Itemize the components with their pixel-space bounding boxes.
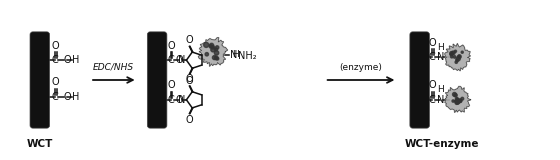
- Circle shape: [209, 43, 214, 48]
- Circle shape: [456, 59, 459, 62]
- Text: O: O: [185, 35, 193, 45]
- Circle shape: [454, 94, 457, 97]
- Circle shape: [450, 52, 454, 55]
- Text: O: O: [185, 115, 193, 125]
- Text: O: O: [63, 92, 71, 102]
- Circle shape: [454, 100, 457, 102]
- FancyBboxPatch shape: [410, 32, 430, 128]
- Circle shape: [204, 42, 209, 48]
- Circle shape: [461, 51, 463, 53]
- Circle shape: [454, 50, 456, 52]
- Circle shape: [205, 52, 208, 56]
- FancyBboxPatch shape: [30, 32, 50, 128]
- Text: NH₂: NH₂: [238, 51, 256, 61]
- Text: WCT: WCT: [27, 140, 53, 149]
- Circle shape: [458, 55, 461, 58]
- Text: O: O: [429, 38, 437, 48]
- Polygon shape: [198, 38, 228, 66]
- Text: C: C: [52, 55, 59, 65]
- Text: C: C: [167, 55, 174, 65]
- Text: O: O: [52, 77, 59, 87]
- Circle shape: [214, 51, 219, 55]
- Text: WCT-enzyme: WCT-enzyme: [405, 140, 479, 149]
- Text: O: O: [185, 74, 193, 84]
- Text: C: C: [52, 92, 59, 102]
- Text: H: H: [72, 92, 80, 102]
- Text: N: N: [179, 95, 186, 105]
- Circle shape: [211, 47, 215, 52]
- Text: N: N: [437, 95, 444, 105]
- Circle shape: [452, 92, 456, 96]
- Text: EDC/NHS: EDC/NHS: [93, 63, 134, 72]
- Circle shape: [455, 99, 460, 104]
- Text: O: O: [167, 40, 175, 51]
- Circle shape: [456, 98, 459, 100]
- Polygon shape: [445, 86, 471, 113]
- Circle shape: [216, 57, 219, 60]
- Circle shape: [451, 51, 455, 55]
- Text: C: C: [167, 95, 174, 105]
- Text: C: C: [429, 52, 436, 62]
- Text: N: N: [437, 52, 444, 62]
- Text: N: N: [230, 49, 237, 60]
- Circle shape: [454, 56, 456, 58]
- Circle shape: [456, 57, 460, 61]
- Text: H: H: [437, 43, 444, 52]
- Circle shape: [211, 46, 214, 49]
- Circle shape: [209, 45, 212, 48]
- Circle shape: [214, 56, 218, 60]
- Circle shape: [451, 56, 453, 58]
- Circle shape: [455, 61, 458, 63]
- Text: O: O: [63, 55, 71, 65]
- Text: O: O: [429, 80, 437, 90]
- Circle shape: [455, 101, 459, 104]
- Circle shape: [458, 55, 460, 57]
- Circle shape: [458, 99, 461, 102]
- Circle shape: [450, 53, 453, 56]
- Text: H: H: [232, 50, 239, 59]
- Circle shape: [212, 56, 216, 60]
- Text: O: O: [167, 80, 175, 90]
- Circle shape: [455, 97, 458, 100]
- Circle shape: [452, 100, 454, 102]
- Text: O: O: [52, 40, 59, 51]
- Circle shape: [215, 48, 218, 51]
- Circle shape: [461, 97, 464, 100]
- Circle shape: [216, 46, 219, 49]
- Text: H: H: [437, 85, 444, 94]
- FancyBboxPatch shape: [147, 32, 167, 128]
- Text: H: H: [72, 55, 80, 65]
- Text: N: N: [179, 55, 186, 65]
- Text: O: O: [175, 55, 183, 65]
- Polygon shape: [445, 43, 470, 71]
- Text: C: C: [429, 95, 436, 105]
- Text: O: O: [185, 76, 193, 86]
- Text: O: O: [175, 95, 183, 105]
- Circle shape: [459, 99, 462, 103]
- Text: (enzyme): (enzyme): [339, 63, 382, 72]
- Circle shape: [456, 100, 460, 104]
